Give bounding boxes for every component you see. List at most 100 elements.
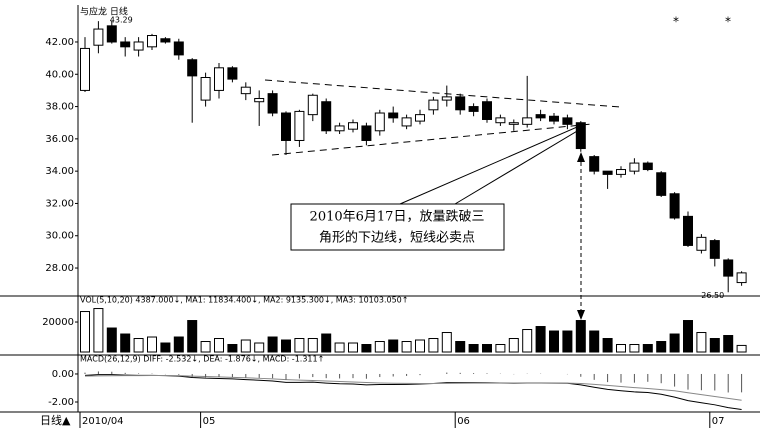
x-tick-label: 06 xyxy=(457,416,470,427)
volume-bar xyxy=(589,330,600,353)
y-tick-label: 38.00 xyxy=(45,102,74,113)
candle-body xyxy=(642,162,653,171)
y-tick-label: 34.00 xyxy=(45,166,74,177)
volume-bar xyxy=(361,344,372,353)
candle-body xyxy=(709,240,720,259)
y-tick-label: -2.00 xyxy=(48,397,74,408)
volume-bar xyxy=(160,342,171,353)
candle-body xyxy=(522,117,533,125)
pointer-line xyxy=(454,126,585,205)
candle-body xyxy=(441,96,452,101)
volume-bar xyxy=(642,344,653,353)
volume-bar xyxy=(334,342,345,353)
volume-bar xyxy=(656,341,667,353)
annotation-text: 2010年6月17日，放量跌破三 xyxy=(310,209,485,225)
annotation-text: 角形的下边线，短线必卖点 xyxy=(319,230,475,246)
candle-body xyxy=(589,156,600,172)
candle-body xyxy=(602,170,613,175)
y-tick-label: 32.00 xyxy=(45,198,74,209)
annotation-box xyxy=(290,203,505,251)
volume-bar xyxy=(254,342,265,353)
candle-body xyxy=(187,59,198,77)
x-tick-label: 2010/04 xyxy=(82,416,124,427)
volume-bar xyxy=(723,335,734,353)
candle-body xyxy=(549,115,559,122)
candle-body xyxy=(723,259,734,277)
volume-bar xyxy=(709,338,720,353)
volume-bar xyxy=(106,327,117,353)
high-label: 43.29 xyxy=(110,15,133,24)
volume-bar xyxy=(307,338,318,353)
volume-bar xyxy=(428,338,439,353)
period-label: 日线▲ xyxy=(40,413,71,427)
candle-body xyxy=(388,112,399,119)
volume-bar xyxy=(736,344,747,353)
chart-title: 与应龙 日线 xyxy=(80,6,128,18)
candle-body xyxy=(508,122,519,125)
volume-bar xyxy=(321,333,332,353)
volume-bar xyxy=(294,338,305,353)
candle-body xyxy=(281,112,291,141)
candle-body xyxy=(321,101,332,132)
y-tick-label: 20000 xyxy=(42,317,74,328)
candle-body xyxy=(294,110,305,141)
candle-body xyxy=(227,67,238,80)
volume-bar xyxy=(602,338,613,353)
candle-body xyxy=(267,93,278,114)
volume-bar xyxy=(468,344,479,353)
candle-body xyxy=(147,35,157,48)
y-tick-label: 40.00 xyxy=(45,69,74,80)
candle-body xyxy=(468,106,479,112)
candle-body xyxy=(254,97,265,103)
candle-body xyxy=(656,172,667,196)
candle-body xyxy=(736,272,747,284)
y-tick-label: 42.00 xyxy=(45,37,74,48)
candle-body xyxy=(562,117,573,125)
candle-body xyxy=(482,101,492,120)
volume-bar xyxy=(214,338,224,353)
volume-bar xyxy=(388,339,399,353)
candle-body xyxy=(93,28,104,46)
candle-body xyxy=(173,41,184,56)
y-tick-label: 30.00 xyxy=(45,231,74,242)
volume-bar xyxy=(549,330,559,353)
volume-bar xyxy=(348,342,358,353)
candle-body xyxy=(120,41,131,48)
candle-body xyxy=(683,215,693,246)
candle-body xyxy=(334,125,345,132)
candle-body xyxy=(535,114,546,119)
volume-bar xyxy=(187,320,198,353)
candle-body xyxy=(616,169,626,175)
candle-body xyxy=(428,99,439,111)
candle-body xyxy=(669,193,680,219)
candle-body xyxy=(348,122,358,130)
volume-bar xyxy=(441,332,452,353)
volume-bar xyxy=(401,341,412,353)
candle-body xyxy=(240,86,251,95)
volume-bar xyxy=(120,333,131,353)
volume-bar xyxy=(696,332,707,353)
candle-body xyxy=(401,117,412,127)
candle-body xyxy=(307,94,318,116)
candle-body xyxy=(160,38,171,43)
candle-body xyxy=(415,114,425,122)
candle-body xyxy=(200,77,211,101)
volume-bar xyxy=(495,344,506,353)
volume-bar xyxy=(374,341,385,353)
candle-body xyxy=(575,122,586,150)
marker-star: * xyxy=(673,15,679,29)
candle-body xyxy=(374,112,385,132)
volume-bar xyxy=(508,338,519,353)
volume-bar xyxy=(93,308,104,353)
volume-bar xyxy=(522,329,533,353)
volume-bar xyxy=(240,339,251,353)
volume-bar xyxy=(683,320,693,353)
x-tick-label: 07 xyxy=(712,416,725,427)
volume-bar xyxy=(562,330,573,353)
triangle-lower xyxy=(271,123,593,156)
macd-header: MACD(26,12,9) DIFF: -2.532↓, DEA: -1.876… xyxy=(80,355,324,364)
marker-star: * xyxy=(725,15,731,29)
candle-body xyxy=(455,96,466,111)
candle-body xyxy=(106,25,117,43)
